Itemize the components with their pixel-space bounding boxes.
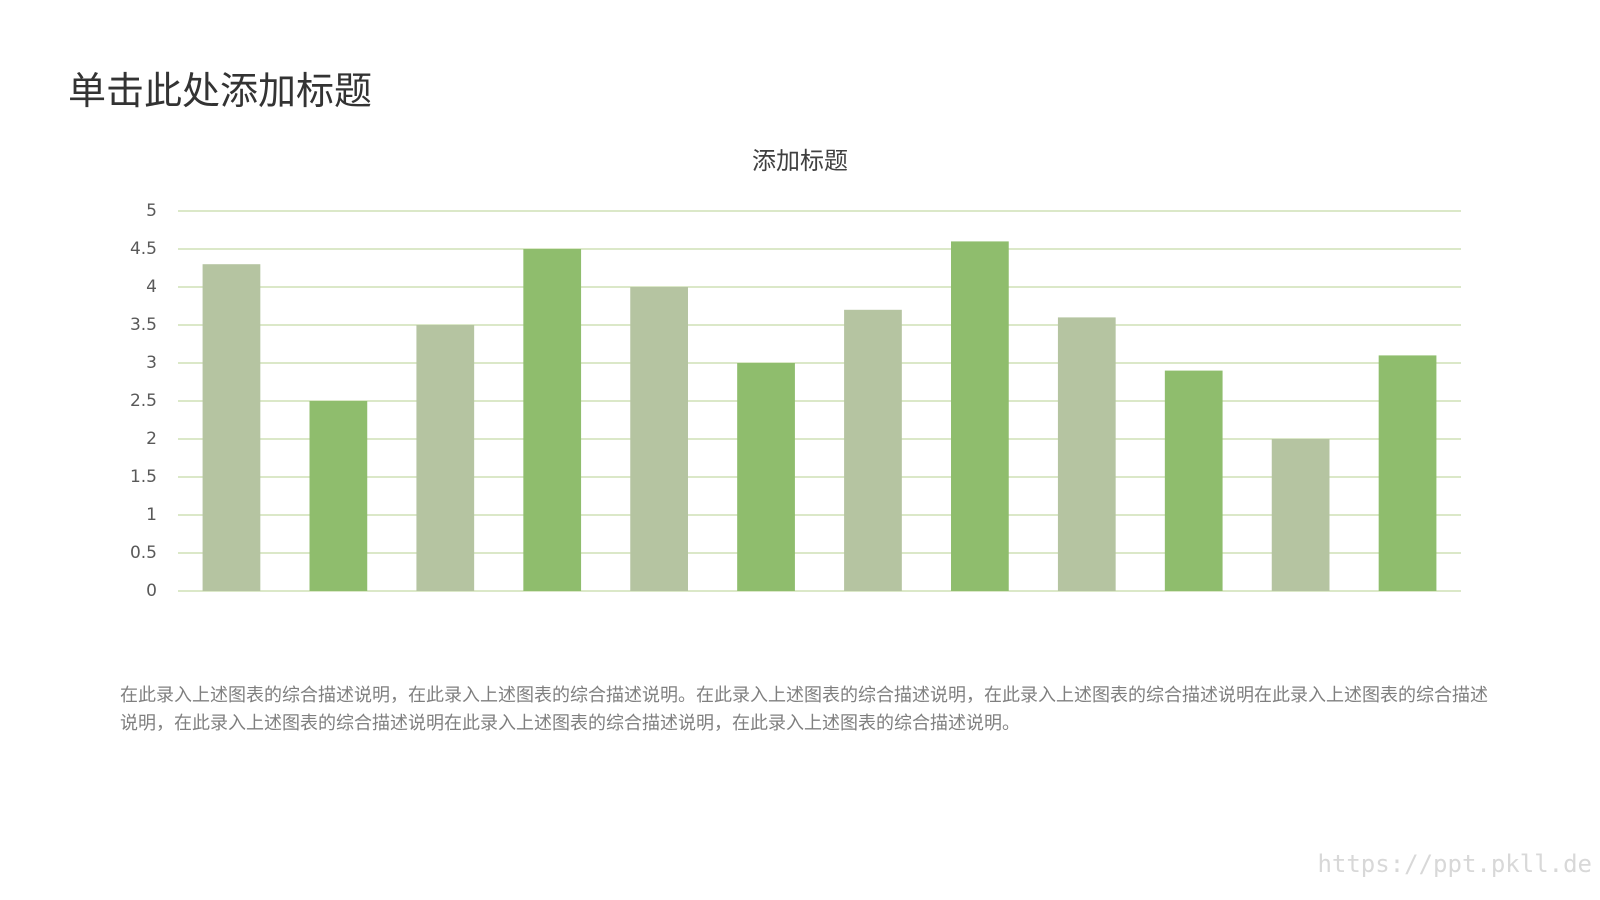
chart-title: 添加标题: [752, 147, 848, 175]
y-tick-label: 4: [146, 277, 157, 297]
description: 在此录入上述图表的综合描述说明，在此录入上述图表的综合描述说明。在此录入上述图表…: [120, 685, 1488, 734]
bar: [951, 241, 1009, 591]
bar: [1378, 355, 1437, 591]
watermark: https://ppt.pkll.de: [1317, 850, 1592, 878]
y-tick-label: 3.5: [130, 315, 157, 335]
bar: [416, 325, 475, 591]
bar: [844, 309, 902, 591]
y-tick-label: 0.5: [130, 543, 157, 563]
bar: [523, 249, 582, 591]
y-tick-label: 1.5: [130, 467, 157, 487]
y-tick-label: 5: [146, 201, 157, 221]
bar: [1164, 370, 1223, 591]
y-tick-label: 4.5: [130, 239, 157, 259]
y-tick-label: 2: [146, 429, 157, 449]
y-tick-label: 1: [146, 505, 157, 525]
y-tick-label: 3: [146, 353, 157, 373]
bar: [737, 363, 795, 591]
bar: [309, 401, 368, 591]
slide-title: 单击此处添加标题: [68, 69, 373, 113]
bar: [630, 287, 688, 591]
y-tick-label: 2.5: [130, 391, 157, 411]
bar: [1271, 439, 1330, 591]
bar: [1057, 317, 1116, 591]
y-tick-label: 0: [146, 581, 157, 601]
bar: [202, 264, 261, 591]
